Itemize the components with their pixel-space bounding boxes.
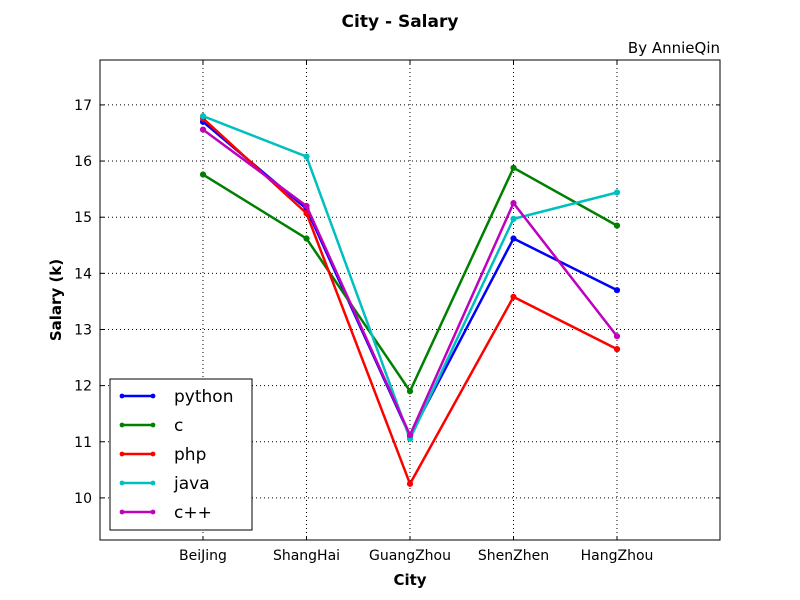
y-tick-label: 13 <box>74 322 92 338</box>
chart-subtitle: By AnnieQin <box>628 39 720 57</box>
x-tick-label: ShenZhen <box>478 548 549 564</box>
legend-label: java <box>173 474 210 494</box>
y-tick-label: 15 <box>74 210 92 226</box>
axis-ticks: BeiJing ShangHai GuangZhou ShenZhen HangZhou… <box>74 60 720 564</box>
series-lines <box>199 113 621 487</box>
data-point <box>510 215 517 222</box>
data-point <box>406 431 414 439</box>
legend-marker <box>150 422 156 428</box>
legend-label: python <box>174 387 233 407</box>
data-point <box>303 202 310 210</box>
legend-marker <box>150 509 156 515</box>
legend-marker <box>150 393 156 399</box>
legend-marker <box>119 480 125 486</box>
legend-marker <box>119 451 125 457</box>
x-tick-label: GuangZhou <box>369 548 451 564</box>
data-point <box>510 200 517 207</box>
data-point <box>303 235 310 242</box>
data-point <box>303 153 310 160</box>
data-point <box>510 293 517 301</box>
data-point <box>199 171 207 178</box>
data-point <box>613 346 621 353</box>
y-tick-label: 11 <box>74 435 92 451</box>
y-tick-label: 10 <box>74 491 92 507</box>
y-tick-label: 16 <box>74 154 92 170</box>
data-point <box>199 113 207 120</box>
x-axis-label: City <box>393 571 426 589</box>
x-tick-label: BeiJing <box>179 548 227 564</box>
x-tick-label: ShangHai <box>273 548 340 564</box>
data-point <box>406 388 414 395</box>
legend-marker <box>150 451 156 457</box>
legend-label: c <box>174 416 183 436</box>
y-tick-label: 14 <box>74 266 92 282</box>
y-axis-label: Salary (k) <box>47 259 65 341</box>
data-point <box>613 222 621 229</box>
x-tick-label: HangZhou <box>581 548 654 564</box>
y-tick-label: 12 <box>74 379 92 395</box>
data-point <box>406 480 414 487</box>
data-point <box>613 287 621 294</box>
y-tick-label: 17 <box>74 98 92 114</box>
data-point <box>510 164 517 171</box>
data-point <box>613 189 621 196</box>
grid <box>100 60 720 540</box>
legend-marker <box>150 480 156 486</box>
chart-title: City - Salary <box>342 12 459 32</box>
series-line-c <box>202 166 618 393</box>
legend-marker <box>119 393 125 399</box>
legend-marker <box>119 509 125 515</box>
legend-label: c++ <box>174 503 212 523</box>
legend-marker <box>119 422 125 428</box>
data-point <box>510 235 517 242</box>
legend: python c php java c++ <box>109 378 253 531</box>
legend-label: php <box>174 445 206 465</box>
data-point <box>199 126 207 133</box>
data-point <box>613 333 621 340</box>
